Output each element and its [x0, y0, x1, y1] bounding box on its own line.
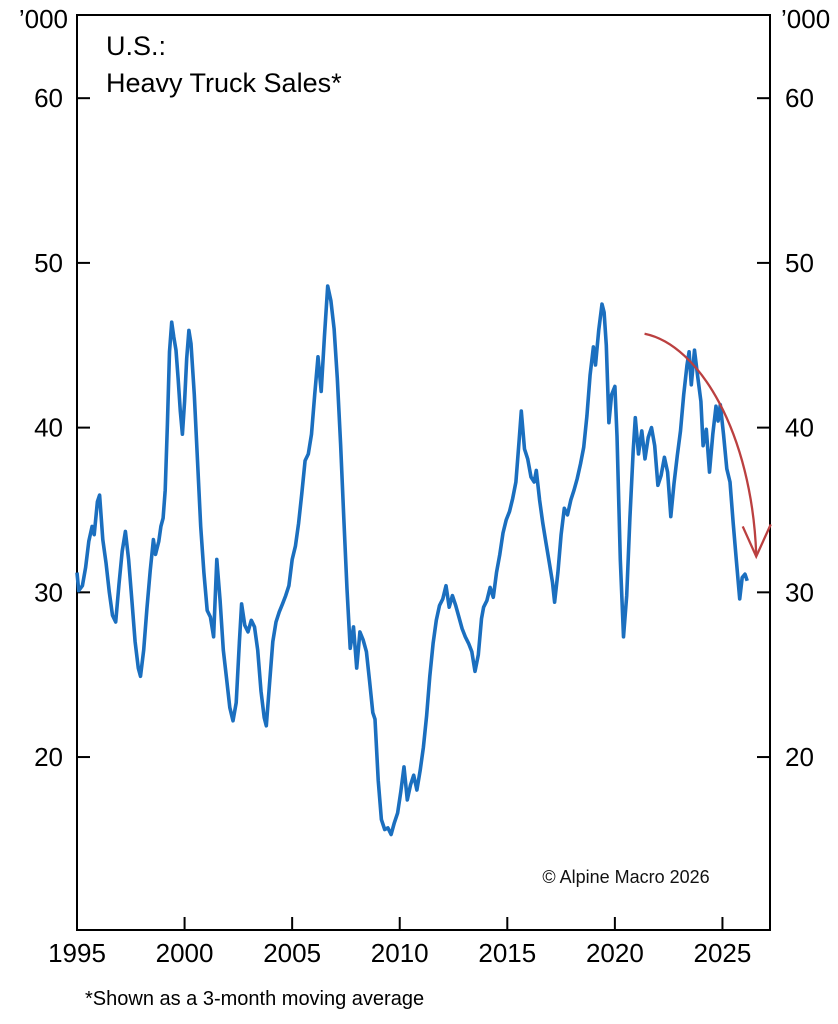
- arrowhead-down-icon: [741, 523, 772, 560]
- x-tick-label: 2020: [586, 938, 644, 968]
- x-tick-label: 2010: [371, 938, 429, 968]
- series-heavy-truck-sales-3mma: [75, 284, 749, 837]
- y-tick-label-left: 20: [34, 742, 63, 772]
- x-tick-label: 2025: [694, 938, 752, 968]
- y-tick-label-right: 30: [785, 577, 814, 607]
- chart-title-line1: U.S.:: [106, 31, 167, 61]
- x-tick-label: 2000: [156, 938, 214, 968]
- x-tick-label: 2015: [478, 938, 536, 968]
- x-tick-label: 2005: [263, 938, 321, 968]
- y-tick-label-right: 40: [785, 413, 814, 443]
- chart-title: U.S.: Heavy Truck Sales*: [106, 28, 342, 102]
- y-tick-label-left: 60: [34, 83, 63, 113]
- chart-title-line2: Heavy Truck Sales*: [106, 68, 342, 98]
- copyright-note: © Alpine Macro 2026: [542, 867, 710, 887]
- plot-border: [76, 14, 771, 931]
- y-tick-label-right: 60: [785, 83, 814, 113]
- footnote: *Shown as a 3-month moving average: [85, 988, 425, 1010]
- y-tick-label-right: 20: [785, 742, 814, 772]
- y-axis-unit-label-left: ’000: [18, 4, 68, 34]
- y-axis-unit-label-right: ’000: [781, 4, 831, 34]
- y-tick-label-left: 40: [34, 413, 63, 443]
- x-tick-label: 1995: [48, 938, 106, 968]
- decline-arrow-curve: [644, 332, 758, 555]
- y-tick-label-right: 50: [785, 248, 814, 278]
- y-tick-label-left: 50: [34, 248, 63, 278]
- y-tick-label-left: 30: [34, 577, 63, 607]
